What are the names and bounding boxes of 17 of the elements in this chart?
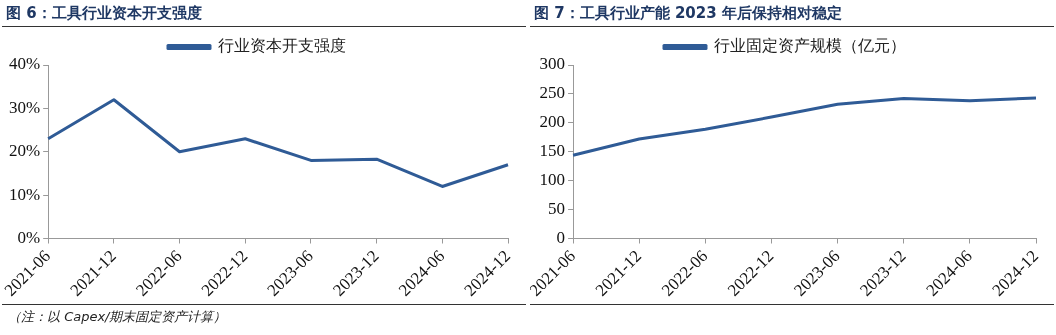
y-tick-label: 40% [8,54,41,74]
y-tick-label: 0% [17,227,41,247]
legend-label: 行业资本开支强度 [218,36,346,56]
y-tick-label: 100 [539,170,566,190]
y-tick-label: 10% [8,184,41,204]
y-tick-label: 300 [539,54,566,74]
y-tick-label: 250 [539,83,566,103]
y-tick-label: 50 [548,199,566,219]
chart-title: 图 7：工具行业产能 2023 年后保持相对稳定 [530,0,1054,27]
legend-label: 行业固定资产规模（亿元） [714,36,906,56]
y-tick-label: 30% [8,97,41,117]
text: （注：以 Capex/期末固定资产计算） [8,309,227,324]
y-tick-label: 200 [539,112,566,132]
y-tick-label: 20% [8,141,41,161]
y-tick-label: 150 [539,141,566,161]
y-tick-label: 0 [556,227,566,247]
chart-title: 图 6：工具行业资本开支强度 [2,0,526,27]
